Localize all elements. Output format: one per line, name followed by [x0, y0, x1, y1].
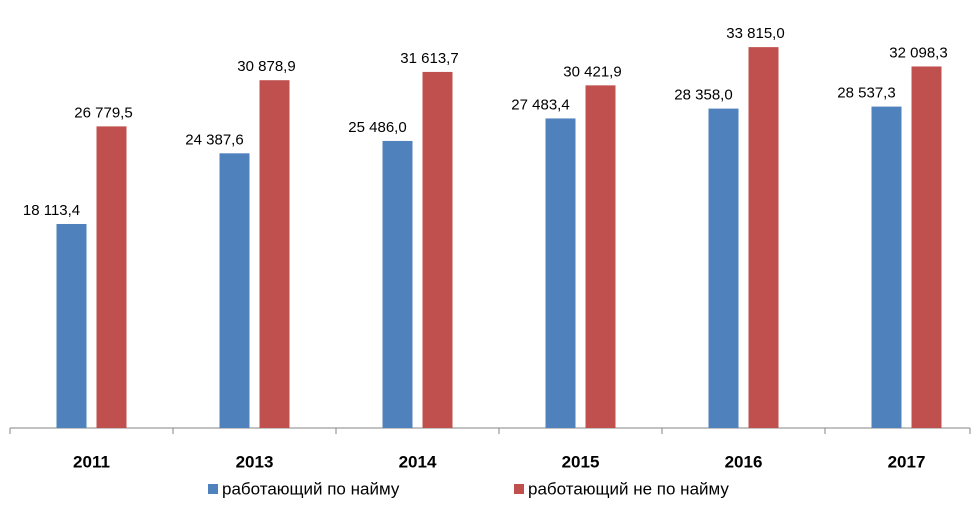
data-label: 32 098,3: [889, 44, 947, 61]
legend-swatch: [514, 484, 524, 494]
bar: [748, 47, 779, 428]
bar: [96, 126, 127, 428]
bar: [911, 66, 942, 429]
data-label: 27 483,4: [511, 96, 569, 113]
data-label: 26 779,5: [74, 104, 132, 121]
legend-label: работающий не по найму: [528, 479, 729, 498]
bar: [422, 71, 453, 429]
bar: [219, 153, 250, 428]
data-label: 28 358,0: [674, 87, 732, 104]
bar: [585, 85, 616, 429]
bar: [56, 223, 87, 428]
data-label: 25 486,0: [348, 119, 406, 136]
x-tick-label: 2011: [73, 452, 110, 471]
bar: [259, 80, 290, 429]
bar: [545, 118, 576, 428]
bar: [871, 106, 902, 428]
x-tick-label: 2014: [399, 452, 437, 471]
legend-label: работающий по найму: [222, 479, 400, 498]
data-label: 31 613,7: [400, 50, 458, 67]
data-label: 30 421,9: [563, 63, 621, 80]
data-label: 30 878,9: [237, 58, 295, 75]
data-label: 33 815,0: [726, 25, 784, 42]
bar: [708, 108, 739, 428]
bar: [382, 140, 413, 429]
legend-swatch: [208, 484, 218, 494]
x-tick-label: 2015: [562, 452, 600, 471]
data-label: 28 537,3: [837, 85, 895, 102]
data-label: 18 113,4: [23, 202, 80, 219]
data-label: 24 387,6: [185, 131, 243, 148]
x-tick-label: 2017: [888, 452, 926, 471]
x-tick-label: 2013: [236, 452, 274, 471]
x-tick-label: 2016: [725, 452, 763, 471]
